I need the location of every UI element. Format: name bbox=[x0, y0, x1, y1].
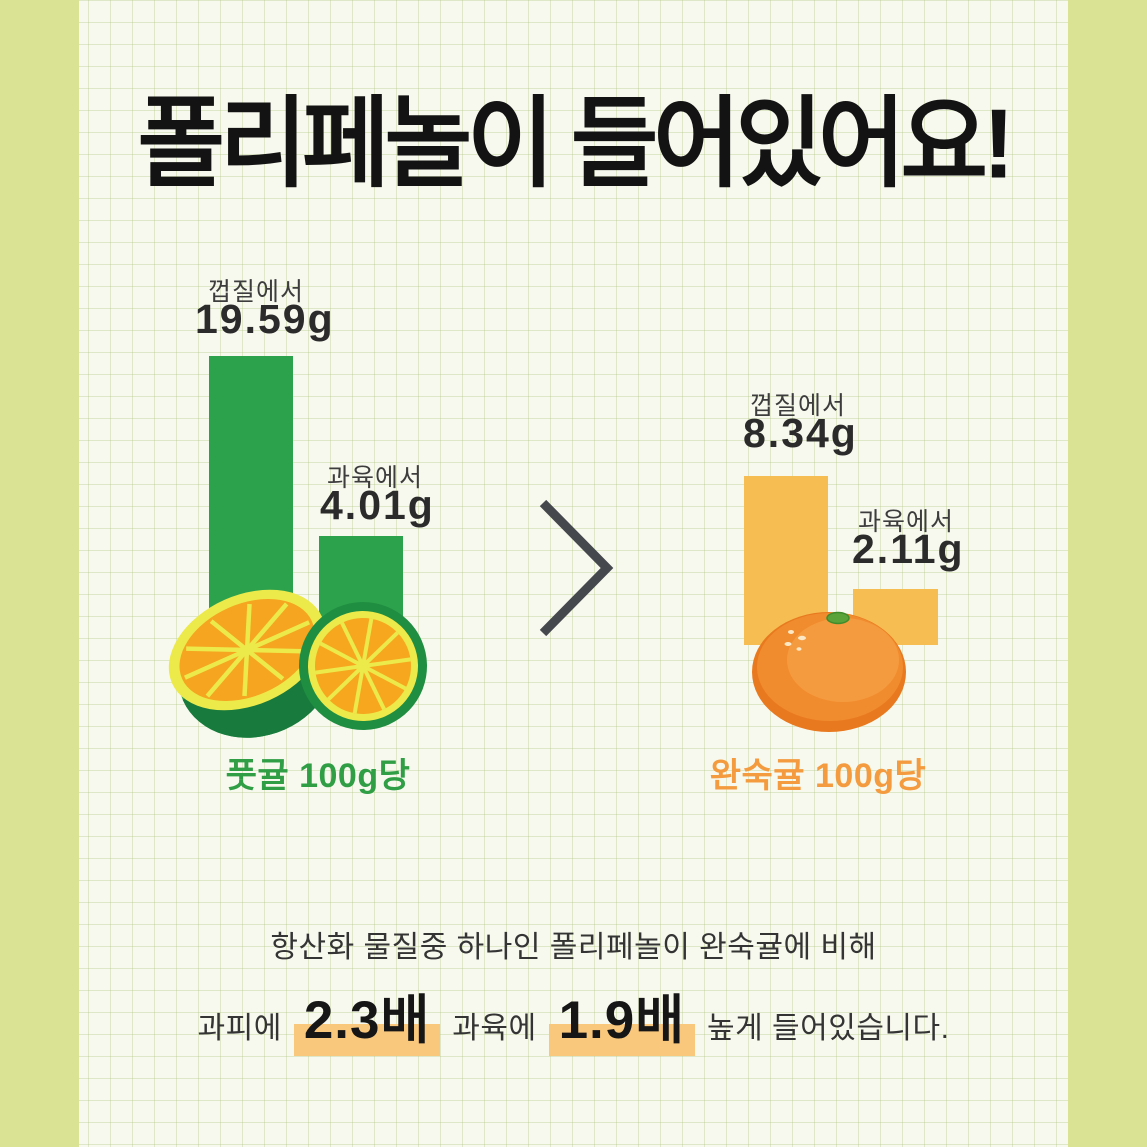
orange-peel-value: 8.34g bbox=[743, 410, 858, 456]
flesh-multiplier-highlight: 1.9배 bbox=[548, 978, 695, 1056]
orange-peel-label: 껍질에서 bbox=[750, 392, 847, 420]
tangerine-stem-icon bbox=[826, 611, 850, 625]
orange-flesh-label: 과육에서 bbox=[858, 508, 955, 536]
green-peel-bar bbox=[209, 356, 293, 682]
left-border-band bbox=[0, 0, 79, 1147]
peel-multiplier-highlight: 2.3배 bbox=[293, 978, 441, 1056]
green-flesh-label: 과육에서 bbox=[327, 464, 424, 492]
green-flesh-value: 4.01g bbox=[320, 482, 435, 528]
green-peel-value: 19.59g bbox=[195, 296, 335, 342]
page-title: 폴리페놀이 들어있어요! bbox=[137, 88, 1014, 200]
green-peel-label: 껍질에서 bbox=[208, 278, 305, 306]
orange-flesh-value: 2.11g bbox=[852, 526, 965, 572]
line2-middle: 과육에 bbox=[452, 1012, 537, 1045]
orange-caption: 완숙귤 100g당 bbox=[709, 757, 927, 795]
green-flesh-bar bbox=[319, 536, 403, 648]
green-caption: 풋귤 100g당 bbox=[225, 757, 411, 795]
orange-flesh-bar bbox=[853, 589, 938, 645]
line2-suffix: 높게 들어있습니다. bbox=[707, 1012, 950, 1045]
greater-than-icon bbox=[539, 499, 614, 637]
right-border-band bbox=[1068, 0, 1147, 1147]
comparison-line2: 과피에 2.3배 과육에 1.9배 높게 들어있습니다. bbox=[79, 978, 1068, 1056]
comparison-line1: 항산화 물질중 하나인 폴리페놀이 완숙귤에 비해 bbox=[270, 931, 877, 964]
orange-peel-bar bbox=[744, 476, 828, 645]
line2-prefix: 과피에 bbox=[197, 1012, 282, 1045]
